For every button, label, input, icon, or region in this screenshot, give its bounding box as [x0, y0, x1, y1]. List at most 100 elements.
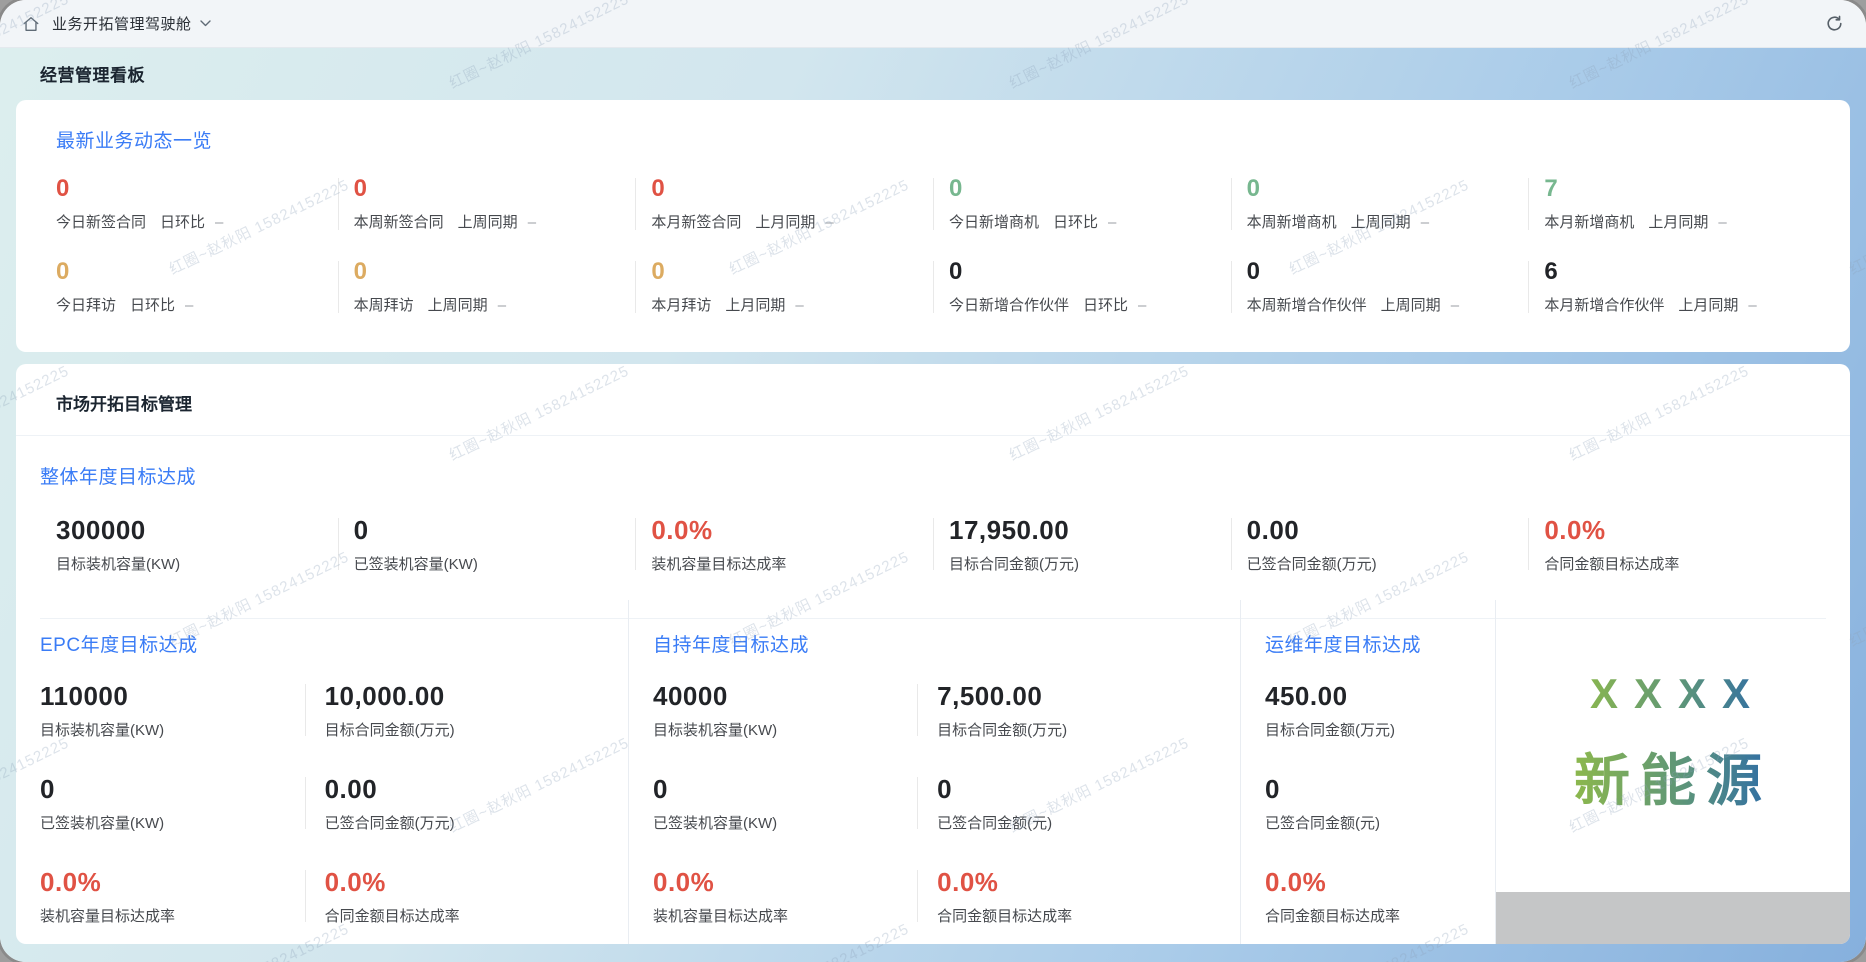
- stat-label: 目标合同金额(万元): [948, 556, 1079, 573]
- overall-target-title: 整体年度目标达成: [40, 467, 197, 488]
- home-button[interactable]: [22, 15, 40, 33]
- page-title-dropdown[interactable]: 业务开拓管理驾驶舱: [52, 13, 211, 34]
- stat-value: 0.00: [1246, 515, 1300, 545]
- stat-value: 0.0%: [651, 515, 713, 545]
- stat-label: 目标合同金额(万元): [937, 722, 1068, 739]
- stat-cell: 0 已签合同金额(元): [1265, 774, 1495, 833]
- stat-value: 40000: [653, 681, 728, 711]
- stat-cell: 450.00 目标合同金额(万元): [1265, 681, 1495, 740]
- stat-label: 已签装机容量(KW): [653, 815, 778, 832]
- stat-cell: 0 今日新增合作伙伴 日环比 –: [932, 258, 1231, 315]
- om-target-title: 运维年度目标达成: [1265, 635, 1422, 656]
- stat-value: 0.0%: [653, 867, 715, 897]
- stat-label: 本周新增合作伙伴 上周同期 –: [1246, 297, 1460, 314]
- stat-value: 17,950.00: [948, 515, 1070, 545]
- market-target-card: 市场开拓目标管理 整体年度目标达成 300000 目标装机容量(KW) 0 已签装机容…: [16, 364, 1850, 944]
- logo-placeholder-block: [1496, 892, 1850, 944]
- refresh-icon: [1827, 15, 1842, 31]
- stat-value: 0.0%: [324, 867, 386, 897]
- latest-stats-grid: 0 今日新签合同 日环比 – 0 本周新签合同 上周同期 – 0 本月新签合同 上月同期 – 0 今日新增…: [40, 175, 1826, 315]
- stat-cell: 7,500.00 目标合同金额(万元): [917, 681, 1240, 740]
- stat-label: 本月新增商机 上月同期 –: [1544, 214, 1727, 231]
- stat-value: 0: [1265, 774, 1280, 804]
- board-header: 经营管理看板: [40, 65, 145, 85]
- stat-value: 0: [948, 258, 963, 285]
- stat-value: 0: [653, 774, 668, 804]
- stat-cell: 0 已签合同金额(元): [917, 774, 1240, 833]
- stat-cell: 0 今日拜访 日环比 –: [40, 258, 338, 315]
- stat-cell: 10,000.00 目标合同金额(万元): [304, 681, 628, 740]
- refresh-button[interactable]: [1825, 14, 1844, 33]
- stat-label: 已签合同金额(元): [1265, 815, 1380, 832]
- market-target-title: 市场开拓目标管理: [56, 395, 192, 414]
- om-stats-grid: 450.00 目标合同金额(万元) 0 已签合同金额(元) 0.0% 合同金额目标达成率: [1265, 681, 1495, 944]
- stat-label: 目标装机容量(KW): [40, 722, 165, 739]
- stat-label: 装机容量目标达成率: [651, 556, 787, 573]
- stat-cell: 0 本月拜访 上月同期 –: [635, 258, 933, 315]
- stat-value: 0.0%: [937, 867, 999, 897]
- stat-value: 0: [56, 258, 70, 285]
- stat-value: 0: [353, 258, 368, 285]
- stat-label: 目标合同金额(万元): [324, 722, 455, 739]
- logo-text-line2: 新能源: [1574, 736, 1772, 817]
- stat-value: 0: [937, 774, 953, 804]
- target-columns: EPC年度目标达成 110000 目标装机容量(KW) 10,000.00 目标合同金…: [16, 600, 1850, 944]
- stat-cell: 0 今日新增商机 日环比 –: [932, 175, 1231, 232]
- page-title: 业务开拓管理驾驶舱: [52, 16, 192, 33]
- stat-value: 0.0%: [1544, 515, 1606, 545]
- stat-cell: 0.0% 合同金额目标达成率: [304, 867, 628, 926]
- stat-cell: 0.00 已签合同金额(万元): [1230, 515, 1529, 574]
- stat-cell: 0 本周新增合作伙伴 上周同期 –: [1230, 258, 1529, 315]
- stat-value: 0: [651, 175, 666, 202]
- stat-cell: 0 本周拜访 上周同期 –: [337, 258, 636, 315]
- stat-cell: 17,950.00 目标合同金额(万元): [932, 515, 1231, 574]
- latest-activity-title: 最新业务动态一览: [56, 131, 213, 152]
- stat-label: 已签装机容量(KW): [40, 815, 165, 832]
- stat-cell: 0 今日新签合同 日环比 –: [40, 175, 338, 232]
- stat-cell: 0.0% 合同金额目标达成率: [917, 867, 1240, 926]
- stat-value: 7: [1544, 175, 1559, 202]
- latest-activity-card: 最新业务动态一览 0 今日新签合同 日环比 – 0 本周新签合同 上周同期 – 0 本月新签合同上…: [16, 100, 1850, 352]
- logo-text-line1: XXXX: [1580, 670, 1766, 718]
- stat-cell: 0.0% 装机容量目标达成率: [40, 867, 305, 926]
- stat-cell: 6 本月新增合作伙伴 上月同期 –: [1528, 258, 1826, 315]
- stat-cell: 0.0% 合同金额目标达成率: [1265, 867, 1495, 926]
- stat-cell: 0 已签装机容量(KW): [337, 515, 636, 574]
- stat-value: 7,500.00: [937, 681, 1043, 711]
- divider: [40, 618, 1826, 619]
- epc-target-title: EPC年度目标达成: [40, 635, 198, 656]
- stat-cell: 7 本月新增商机 上月同期 –: [1528, 175, 1826, 232]
- stat-value: 6: [1544, 258, 1559, 285]
- topbar: 业务开拓管理驾驶舱: [0, 0, 1866, 48]
- stat-label: 本月新签合同 上月同期 –: [651, 214, 834, 231]
- stat-value: 10,000.00: [324, 681, 445, 711]
- stat-value: 0: [651, 258, 666, 285]
- dashboard-panel: 经营管理看板 最新业务动态一览 0 今日新签合同 日环比 –0 本周新签合同 上周同期 –0…: [0, 48, 1866, 962]
- stat-value: 0: [948, 175, 963, 202]
- stat-cell: 0.00 已签合同金额(万元): [304, 774, 628, 833]
- stat-label: 目标装机容量(KW): [56, 556, 181, 573]
- company-logo-area: XXXX 新能源: [1495, 600, 1850, 944]
- stat-value: 0.0%: [1265, 867, 1327, 897]
- overall-target-section: 整体年度目标达成 300000 目标装机容量(KW) 0 已签装机容量(KW) 0.0%…: [16, 436, 1850, 619]
- stat-label: 已签合同金额(万元): [324, 815, 455, 832]
- stat-label: 已签装机容量(KW): [353, 556, 478, 573]
- stat-label: 本月新增合作伙伴 上月同期 –: [1544, 297, 1757, 314]
- stat-value: 0: [56, 175, 70, 202]
- stat-label: 合同金额目标达成率: [937, 908, 1073, 925]
- stat-label: 今日新增商机 日环比 –: [948, 214, 1117, 231]
- stat-label: 本周新签合同 上周同期 –: [353, 214, 537, 231]
- stat-label: 已签合同金额(元): [937, 815, 1053, 832]
- epc-stats-grid: 110000 目标装机容量(KW) 10,000.00 目标合同金额(万元) 0 已签装机…: [40, 681, 628, 944]
- stat-value: 0: [353, 515, 369, 545]
- stat-cell: 0.0% 装机容量目标达成率: [653, 867, 917, 926]
- stat-cell: 0 本周新签合同 上周同期 –: [337, 175, 636, 232]
- stat-value: 110000: [40, 681, 129, 711]
- stat-cell: 40000 目标装机容量(KW): [653, 681, 917, 740]
- stat-cell: 0.0% 装机容量目标达成率: [635, 515, 933, 574]
- stat-label: 本周拜访 上周同期 –: [353, 297, 507, 314]
- stat-cell: 0.0% 合同金额目标达成率: [1528, 515, 1826, 574]
- stat-label: 本月拜访 上月同期 –: [651, 297, 804, 314]
- stat-label: 目标装机容量(KW): [653, 722, 778, 739]
